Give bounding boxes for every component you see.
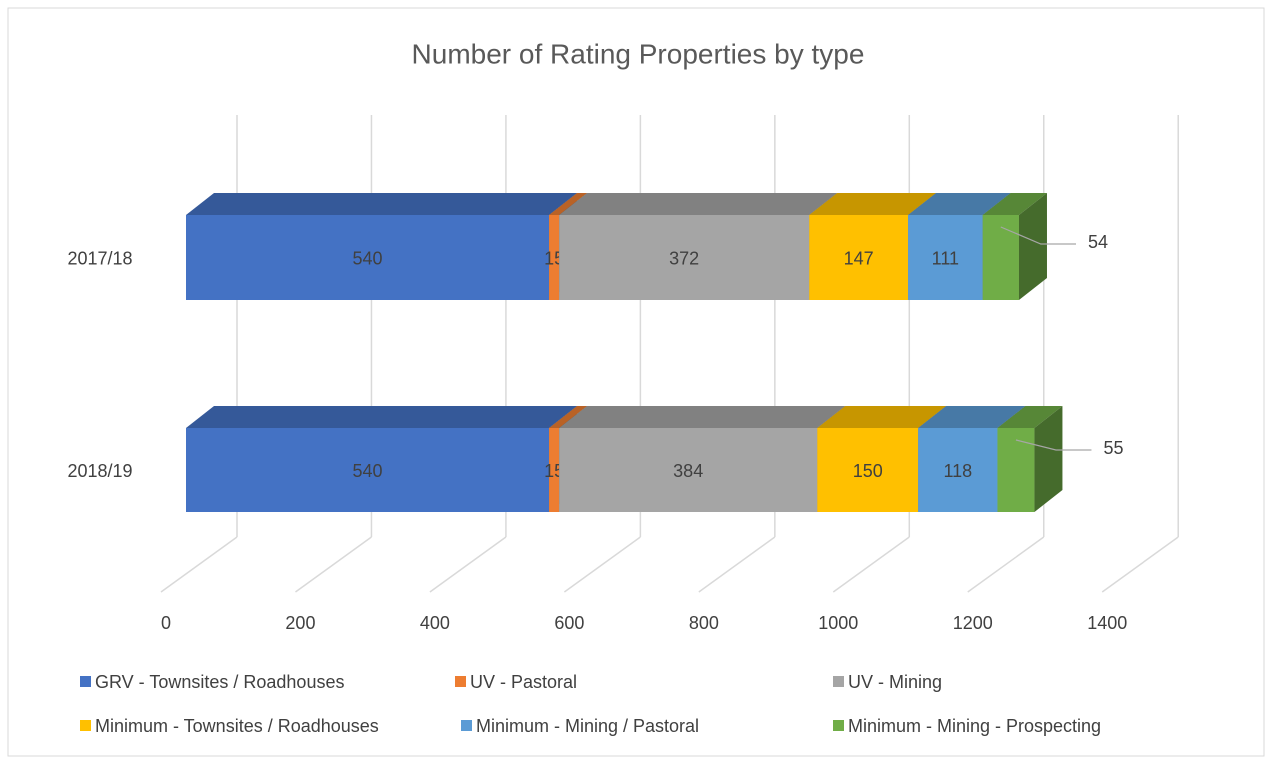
- bar-top: [186, 193, 578, 215]
- x-tick-label: 0: [161, 613, 171, 633]
- bar-side: [1018, 193, 1047, 300]
- bar-top: [908, 193, 1011, 215]
- bar: [908, 215, 983, 300]
- bar: [549, 215, 560, 300]
- bar: [549, 428, 560, 512]
- data-label: 55: [1103, 438, 1123, 458]
- legend-label: UV - Mining: [848, 672, 942, 692]
- data-label: 540: [352, 248, 382, 268]
- floor-grid-line: [967, 536, 1045, 593]
- data-label: 540: [352, 461, 382, 481]
- legend-swatch: [80, 676, 91, 687]
- data-label: 118: [943, 461, 972, 481]
- bar: [186, 215, 550, 300]
- legend-label: Minimum - Townsites / Roadhouses: [95, 716, 379, 736]
- bar-top: [186, 406, 578, 428]
- bar: [559, 428, 818, 512]
- chart-border: [7, 7, 1265, 757]
- bar-top: [549, 193, 588, 215]
- floor-grid-line: [1101, 536, 1179, 593]
- bar-top: [559, 193, 838, 215]
- legend-swatch: [80, 720, 91, 731]
- bar-top: [549, 406, 588, 428]
- legend-swatch: [833, 676, 844, 687]
- legend-label: Minimum - Mining - Prospecting: [848, 716, 1101, 736]
- floor-grid-line: [832, 536, 910, 593]
- y-tick-label: 2018/19: [67, 461, 132, 481]
- x-tick-label: 200: [285, 613, 315, 633]
- bar-top: [817, 406, 947, 428]
- bar-top: [918, 406, 1026, 428]
- floor-grid-line: [160, 536, 238, 593]
- floor-grid-line: [563, 536, 641, 593]
- x-tick-label: 800: [689, 613, 719, 633]
- bar: [809, 215, 909, 300]
- x-tick-label: 1400: [1087, 613, 1127, 633]
- leader-line: [1015, 439, 1092, 451]
- legend-label: Minimum - Mining / Pastoral: [476, 716, 699, 736]
- floor-grid-line: [698, 536, 776, 593]
- chart-title: Number of Rating Properties by type: [412, 38, 865, 69]
- bar-top: [809, 193, 937, 215]
- floor-grid-line: [295, 536, 372, 593]
- x-tick-label: 400: [420, 613, 450, 633]
- bar-top: [559, 406, 846, 428]
- legend-swatch: [461, 720, 472, 731]
- bar: [982, 215, 1019, 300]
- legend-label: UV - Pastoral: [470, 672, 577, 692]
- data-label: 384: [673, 461, 703, 481]
- floor-grid-line: [429, 536, 507, 593]
- bar: [997, 428, 1035, 512]
- bar: [918, 428, 998, 512]
- x-tick-label: 1200: [953, 613, 993, 633]
- bar-top: [997, 406, 1063, 428]
- x-tick-label: 600: [554, 613, 584, 633]
- data-label: 15: [544, 461, 564, 481]
- data-label: 15: [544, 248, 564, 268]
- x-tick-label: 1000: [818, 613, 858, 633]
- data-label: 147: [844, 248, 874, 268]
- data-label: 111: [932, 248, 959, 268]
- data-label: 150: [853, 461, 883, 481]
- leader-line: [1000, 226, 1076, 245]
- bar: [817, 428, 919, 512]
- legend-swatch: [455, 676, 466, 687]
- bar: [186, 428, 550, 512]
- legend-swatch: [833, 720, 844, 731]
- bar-side: [1034, 406, 1063, 512]
- data-label: 372: [669, 248, 699, 268]
- legend-label: GRV - Townsites / Roadhouses: [95, 672, 344, 692]
- y-tick-label: 2017/18: [67, 248, 132, 268]
- bar-top: [982, 193, 1047, 215]
- data-label: 54: [1088, 232, 1108, 252]
- bar: [559, 215, 810, 300]
